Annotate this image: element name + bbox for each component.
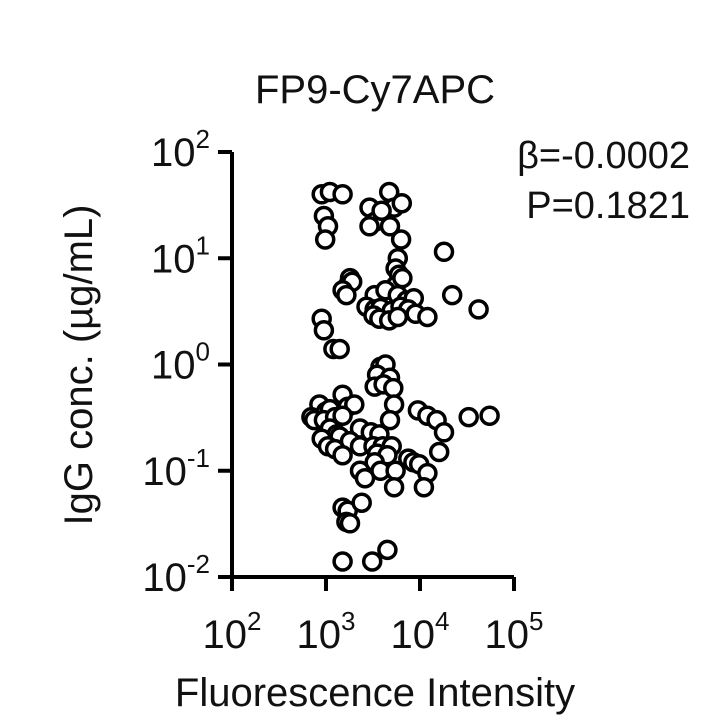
data-point bbox=[413, 476, 435, 498]
data-point bbox=[313, 320, 335, 341]
data-point bbox=[336, 284, 357, 306]
data-point bbox=[359, 216, 380, 237]
x-axis-label: Fluorescence Intensity bbox=[175, 671, 575, 715]
data-point bbox=[332, 444, 353, 466]
data-point bbox=[332, 551, 353, 572]
p-value-annotation: P=0.1821 bbox=[526, 185, 690, 227]
y-axis-label: IgG conc. (µg/mL) bbox=[57, 205, 101, 526]
data-point bbox=[314, 229, 336, 250]
data-point bbox=[351, 492, 372, 513]
data-point bbox=[390, 229, 412, 250]
data-point bbox=[379, 409, 401, 431]
data-point bbox=[428, 441, 450, 463]
data-point bbox=[385, 460, 406, 482]
data-point bbox=[433, 241, 455, 263]
y-tick-label: 10-1 bbox=[142, 443, 210, 494]
y-tick-label: 10-2 bbox=[142, 549, 210, 600]
data-point bbox=[441, 284, 463, 306]
data-point bbox=[383, 377, 404, 399]
data-point bbox=[468, 299, 489, 320]
data-point bbox=[371, 200, 392, 221]
data-point bbox=[379, 216, 401, 237]
data-point bbox=[377, 539, 398, 561]
chart-title: FP9-Cy7APC bbox=[255, 68, 495, 112]
data-point bbox=[332, 184, 353, 205]
data-point bbox=[387, 306, 409, 328]
data-point bbox=[383, 476, 405, 498]
y-tick-label: 101 bbox=[151, 230, 210, 281]
x-tick-label: 104 bbox=[391, 606, 450, 657]
data-points bbox=[301, 181, 500, 572]
x-tick-label: 103 bbox=[297, 606, 356, 657]
beta-annotation: β=-0.0002 bbox=[517, 135, 690, 177]
y-tick-label: 102 bbox=[151, 124, 210, 175]
x-tick-label: 102 bbox=[203, 606, 262, 657]
data-point bbox=[354, 467, 376, 489]
data-point bbox=[417, 306, 438, 328]
data-point bbox=[433, 422, 455, 443]
data-point bbox=[479, 405, 500, 426]
ticks: 10-2 10-1 100 101 102 102 103 104 105 bbox=[142, 124, 543, 657]
data-point bbox=[361, 551, 383, 572]
data-point bbox=[329, 338, 350, 360]
data-point bbox=[339, 513, 361, 534]
data-point bbox=[332, 405, 353, 426]
y-tick-label: 100 bbox=[151, 337, 210, 388]
data-point bbox=[391, 192, 413, 214]
data-point bbox=[458, 406, 479, 428]
data-point bbox=[392, 267, 413, 289]
x-tick-label: 105 bbox=[485, 606, 544, 657]
